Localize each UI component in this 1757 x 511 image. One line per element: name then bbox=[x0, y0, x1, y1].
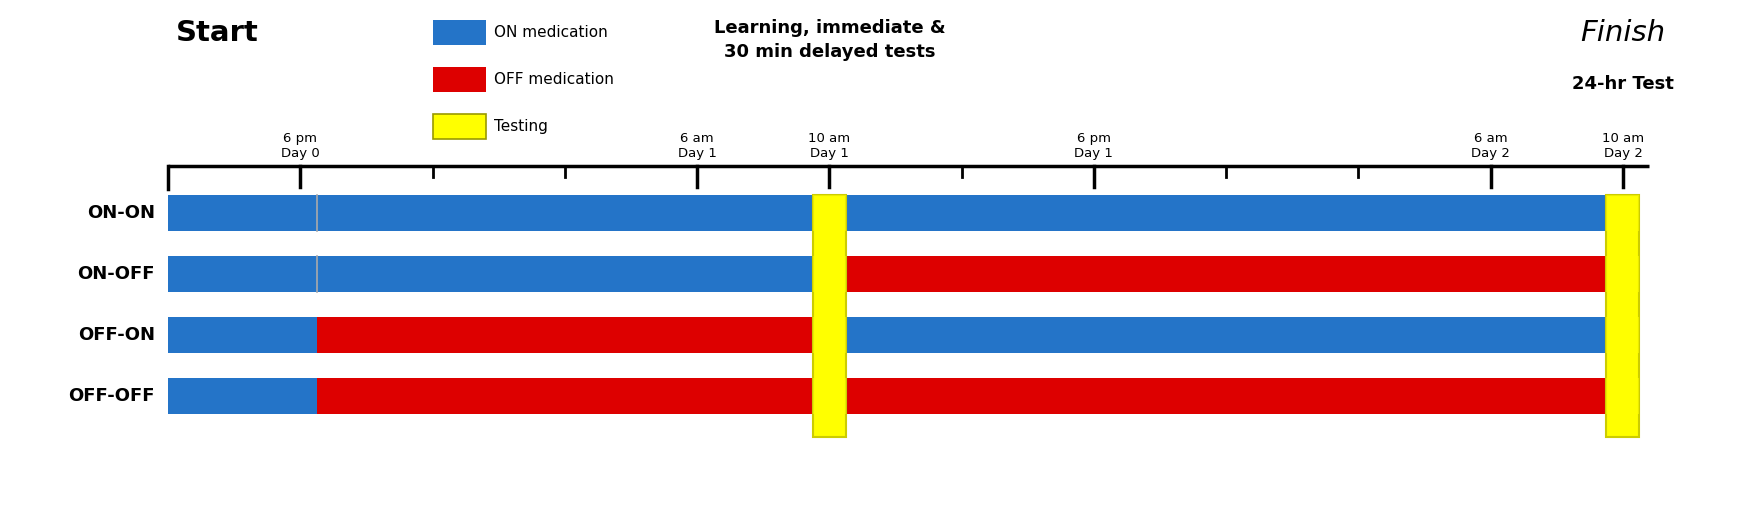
Bar bbox=[1606, 256, 1639, 292]
Text: 6 pm
Day 1: 6 pm Day 1 bbox=[1074, 132, 1112, 160]
Text: Testing: Testing bbox=[494, 120, 548, 134]
Text: ON medication: ON medication bbox=[494, 25, 608, 40]
Bar bbox=[316, 378, 1622, 414]
Bar bbox=[812, 317, 845, 353]
Bar bbox=[812, 378, 845, 414]
Text: Finish: Finish bbox=[1580, 19, 1664, 47]
Bar bbox=[432, 20, 485, 45]
Text: 10 am
Day 1: 10 am Day 1 bbox=[808, 132, 850, 160]
Text: OFF-ON: OFF-ON bbox=[77, 326, 155, 344]
Text: OFF-OFF: OFF-OFF bbox=[69, 387, 155, 405]
Bar bbox=[1606, 378, 1639, 414]
Bar bbox=[169, 378, 316, 414]
Text: ON-OFF: ON-OFF bbox=[77, 265, 155, 283]
Bar bbox=[1622, 378, 1639, 414]
Text: 6 am
Day 1: 6 am Day 1 bbox=[676, 132, 717, 160]
Text: 24-hr Test: 24-hr Test bbox=[1571, 75, 1673, 93]
Text: OFF medication: OFF medication bbox=[494, 72, 613, 87]
Bar bbox=[1606, 317, 1639, 353]
Bar bbox=[169, 195, 1639, 231]
Bar bbox=[169, 256, 829, 292]
Text: 6 am
Day 2: 6 am Day 2 bbox=[1471, 132, 1509, 160]
Bar bbox=[812, 256, 845, 292]
Bar bbox=[432, 67, 485, 92]
Bar bbox=[829, 317, 1639, 353]
Bar bbox=[1622, 256, 1639, 292]
Bar bbox=[1606, 195, 1639, 231]
Text: Start: Start bbox=[176, 19, 258, 47]
Text: ON-ON: ON-ON bbox=[86, 204, 155, 222]
Bar bbox=[432, 114, 485, 140]
Text: 10 am
Day 2: 10 am Day 2 bbox=[1601, 132, 1643, 160]
Text: 6 pm
Day 0: 6 pm Day 0 bbox=[281, 132, 320, 160]
Bar bbox=[1606, 195, 1639, 437]
Bar bbox=[169, 317, 316, 353]
Bar bbox=[316, 317, 829, 353]
Bar bbox=[829, 256, 1622, 292]
Bar bbox=[812, 195, 845, 231]
Bar bbox=[812, 195, 845, 437]
Text: Learning, immediate &
30 min delayed tests: Learning, immediate & 30 min delayed tes… bbox=[713, 19, 945, 61]
